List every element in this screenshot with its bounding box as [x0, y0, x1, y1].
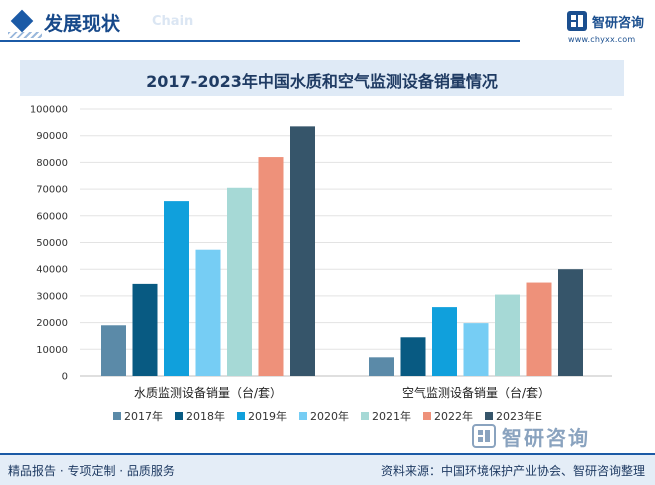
chart-title-box: 2017-2023年中国水质和空气监测设备销量情况	[20, 60, 624, 96]
bar	[227, 187, 252, 376]
legend-swatch	[485, 412, 493, 420]
legend-label: 2023年E	[496, 409, 542, 423]
legend-label: 2022年	[434, 409, 473, 423]
y-tick-label: 100000	[30, 105, 68, 116]
bar	[132, 283, 158, 376]
legend-swatch	[237, 412, 245, 420]
brand-mark-icon	[567, 11, 587, 31]
brand-logo: 智研咨询 www.chyxx.com	[566, 10, 648, 44]
y-tick-label: 0	[62, 372, 68, 383]
watermark-logo: 智研咨询	[472, 422, 648, 452]
legend-swatch	[175, 412, 183, 420]
brand-url: www.chyxx.com	[568, 35, 636, 44]
bar	[432, 307, 457, 376]
bar	[463, 323, 489, 376]
footer: 精品报告 · 专项定制 · 品质服务 资料来源：中国环境保护产业协会、智研咨询整…	[0, 455, 655, 485]
y-tick-label: 60000	[36, 211, 68, 222]
y-tick-label: 50000	[36, 238, 68, 249]
y-tick-label: 10000	[36, 345, 68, 356]
bar	[369, 357, 394, 376]
legend-label: 2019年	[248, 409, 287, 423]
legend-swatch	[361, 412, 369, 420]
watermark-text: 智研咨询	[502, 426, 590, 450]
legend-label: 2020年	[310, 409, 349, 423]
bar	[101, 325, 126, 376]
y-axis-ticks: 0 10000 20000 30000 40000 50000 60000 70000 8000…	[30, 105, 68, 383]
header-underline	[0, 40, 520, 42]
legend-swatch	[113, 412, 121, 420]
legend-label: 2018年	[186, 409, 225, 423]
bar	[495, 294, 520, 376]
header-ghost-text: Chain	[152, 14, 194, 29]
y-tick-label: 90000	[36, 131, 68, 142]
bar	[558, 269, 583, 376]
section-title: 发展现状	[44, 13, 121, 35]
bars	[101, 126, 583, 376]
footer-slogan: 精品报告 · 专项定制 · 品质服务	[8, 464, 175, 478]
legend-swatch	[299, 412, 307, 420]
category-label: 水质监测设备销量（台/套）	[134, 385, 282, 400]
watermark-mark-icon	[472, 424, 496, 448]
chart-title: 2017-2023年中国水质和空气监测设备销量情况	[146, 72, 498, 91]
y-tick-label: 20000	[36, 318, 68, 329]
category-label: 空气监测设备销量（台/套）	[402, 385, 550, 400]
y-tick-label: 30000	[36, 291, 68, 302]
bar	[195, 249, 221, 376]
page-header: 发展现状 Chain	[0, 0, 655, 44]
bar	[164, 201, 189, 376]
y-tick-label: 70000	[36, 185, 68, 196]
footer-line	[0, 453, 655, 455]
legend: 2017年 2018年 2019年 2020年 2021年 2022年 2023年E	[113, 409, 542, 423]
data-source: 资料来源：中国环境保护产业协会、智研咨询整理	[380, 464, 645, 478]
y-tick-label: 40000	[36, 265, 68, 276]
bar	[400, 337, 426, 376]
bar	[258, 157, 284, 376]
y-tick-label: 80000	[36, 158, 68, 169]
brand-name: 智研咨询	[592, 16, 645, 31]
legend-swatch	[423, 412, 431, 420]
bar	[290, 126, 315, 376]
header-stripes	[8, 32, 42, 38]
legend-label: 2017年	[124, 409, 163, 423]
category-labels: 水质监测设备销量（台/套） 空气监测设备销量（台/套）	[134, 385, 550, 400]
bar	[526, 282, 552, 376]
legend-label: 2021年	[372, 409, 411, 423]
